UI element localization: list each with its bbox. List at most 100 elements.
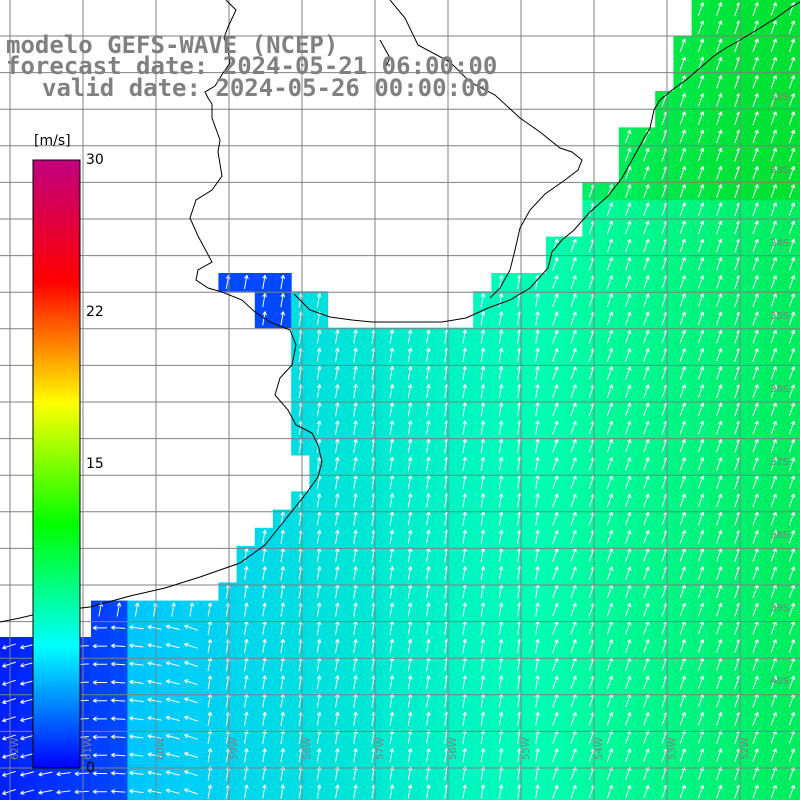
wind-arrow	[20, 771, 35, 777]
wind-arrow	[697, 311, 705, 326]
wind-arrow	[535, 456, 540, 472]
wind-arrow	[334, 329, 340, 344]
wind-arrow	[147, 788, 162, 794]
wind-arrow	[570, 438, 577, 453]
wind-arrow	[570, 311, 577, 326]
wind-arrow	[389, 402, 395, 417]
wind-arrow	[770, 475, 777, 490]
wind-arrow	[535, 748, 540, 763]
wind-arrow	[606, 475, 614, 490]
wind-arrow	[606, 511, 614, 526]
wind-arrow	[716, 293, 723, 308]
wind-arrow	[552, 366, 559, 380]
wind-arrow	[389, 365, 395, 381]
wind-arrow	[606, 457, 614, 471]
wind-arrow	[111, 625, 126, 631]
wind-arrow	[770, 384, 777, 399]
wind-arrow	[788, 129, 796, 144]
wind-arrow	[2, 698, 16, 705]
wind-arrow	[679, 329, 686, 344]
wind-arrow	[606, 329, 614, 344]
wind-arrow	[2, 734, 16, 741]
wind-arrow	[552, 675, 559, 690]
wind-arrow	[625, 475, 632, 490]
wind-arrow	[184, 679, 198, 686]
wind-arrow	[552, 384, 559, 399]
wind-arrow	[189, 602, 195, 617]
wind-arrow	[716, 784, 723, 799]
wind-arrow	[679, 293, 686, 308]
wind-arrow	[679, 184, 686, 198]
wind-arrow	[535, 784, 540, 799]
wind-arrow	[498, 511, 504, 526]
wind-arrow	[480, 511, 486, 526]
wind-arrow	[498, 566, 504, 581]
wind-arrow	[316, 365, 322, 381]
wind-arrow	[407, 329, 413, 344]
wind-arrow	[625, 220, 632, 235]
longitude-label: 55W	[521, 737, 532, 760]
wind-arrow	[625, 293, 632, 308]
wind-arrow	[697, 529, 705, 544]
wind-arrow	[606, 220, 614, 235]
wind-arrow	[716, 56, 723, 71]
wind-arrow	[425, 675, 431, 690]
wind-arrow	[697, 93, 705, 107]
wind-arrow	[535, 566, 540, 581]
wind-arrow	[425, 511, 431, 526]
wind-arrow	[462, 711, 468, 726]
wind-arrow	[462, 529, 468, 544]
colorbar-gradient	[32, 159, 81, 769]
wind-arrow	[606, 639, 614, 653]
wind-arrow	[716, 438, 723, 453]
wind-arrow	[752, 457, 759, 471]
wind-arrow	[462, 329, 468, 344]
wind-arrow	[679, 93, 686, 107]
wind-arrow	[92, 698, 108, 704]
wind-arrow	[697, 184, 705, 198]
wind-arrow	[353, 420, 358, 435]
wind-arrow	[752, 438, 759, 453]
wind-arrow	[570, 293, 577, 308]
wind-arrow	[552, 784, 559, 799]
wind-arrow	[92, 716, 108, 722]
wind-arrow	[752, 147, 759, 162]
wind-arrow	[770, 420, 777, 435]
wind-arrow	[570, 329, 577, 344]
wind-arrow	[262, 748, 267, 763]
wind-arrow	[770, 402, 777, 417]
wind-arrow	[679, 675, 686, 690]
wind-arrow	[716, 329, 723, 344]
wind-arrow	[353, 784, 358, 799]
wind-arrow	[316, 602, 322, 617]
wind-arrow	[552, 748, 559, 763]
wind-arrow	[570, 493, 577, 508]
wind-arrow	[353, 602, 358, 617]
wind-arrow	[316, 347, 322, 362]
latitude-label: 33S	[770, 165, 789, 176]
wind-arrow	[207, 602, 213, 617]
wind-arrow	[2, 661, 16, 668]
wind-arrow	[498, 602, 504, 617]
wind-arrow	[716, 165, 723, 180]
wind-arrow	[716, 2, 723, 16]
wind-arrow	[280, 293, 286, 308]
wind-arrow	[770, 311, 777, 326]
colorbar-unit: [m/s]	[34, 133, 71, 149]
wind-arrow	[425, 493, 431, 508]
wind-arrow	[679, 384, 686, 399]
model-title: modelo GEFS-WAVE (NCEP)	[6, 31, 339, 59]
wind-arrow	[752, 165, 759, 180]
wind-arrow	[498, 456, 504, 472]
wind-arrow	[407, 675, 413, 690]
wind-arrow	[20, 789, 35, 795]
wind-arrow	[570, 384, 577, 399]
wind-arrow	[716, 129, 723, 144]
wind-arrow	[770, 20, 777, 35]
wind-arrow	[752, 74, 759, 89]
wind-arrow	[770, 111, 777, 126]
wind-arrow	[770, 748, 777, 763]
wind-arrow	[752, 602, 759, 617]
wind-arrow	[643, 511, 650, 526]
wind-arrow	[389, 566, 395, 581]
